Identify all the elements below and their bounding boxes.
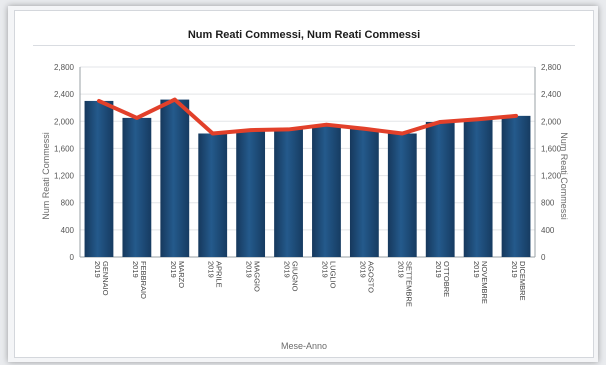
x-tick-label-line: 2019	[131, 261, 140, 278]
y-tick-label-right: 1,200	[541, 172, 562, 181]
x-tick-label-line: 2019	[358, 261, 367, 278]
x-tick-label-line: 2019	[207, 261, 216, 278]
bar	[236, 130, 266, 257]
x-tick-label-line: NOVEMBRE	[480, 261, 489, 304]
bar	[84, 100, 114, 257]
title-divider	[33, 45, 575, 46]
y-tick-label-right: 2,400	[541, 90, 562, 99]
bar	[463, 119, 493, 257]
x-tick-label-line: LUGLIO	[328, 261, 337, 289]
x-tick-label-line: 2019	[169, 261, 178, 278]
x-tick-label-line: GIUGNO	[291, 261, 300, 292]
bar	[501, 115, 531, 257]
line-series	[96, 97, 519, 136]
y-tick-label-right: 2,000	[541, 117, 562, 126]
x-tick-label-line: 2019	[93, 261, 102, 278]
y-tick-label-right: 2,800	[541, 63, 562, 72]
x-tick-label-line: 2019	[434, 261, 443, 278]
x-tick-label-line: 2019	[320, 261, 329, 278]
bar	[160, 99, 190, 257]
x-tick-label-line: 2019	[510, 261, 519, 278]
bar	[198, 133, 228, 257]
y-tick-label-left: 1,200	[54, 172, 75, 181]
x-tick-label-line: 2019	[396, 261, 405, 278]
bar	[274, 129, 303, 257]
x-tick-label-line: AGOSTO	[366, 261, 375, 293]
x-tick-label-line: DICEMBRE	[518, 261, 527, 301]
y-tick-label-right: 400	[541, 226, 555, 235]
y-tick-label-right: 800	[541, 199, 555, 208]
y-tick-label-left: 2,000	[54, 117, 75, 126]
y-tick-label-right: 0	[541, 253, 546, 262]
x-tick-label-line: APRILE	[215, 261, 224, 288]
x-axis-title: Mese-Anno	[280, 341, 328, 351]
x-tick-label-line: 2019	[283, 261, 292, 278]
x-tick-label-line: 2019	[472, 261, 481, 278]
y-tick-label-left: 800	[61, 199, 75, 208]
y-tick-label-left: 1,600	[54, 144, 75, 153]
chart-plot: 0 0 400 400 800 800 1,200 1,200 1,600 1,600 2,000 2…	[54, 63, 562, 307]
chart-frame: Num Reati Commessi, Num Reati Commessi N…	[8, 6, 598, 362]
x-tick-label-line: SETTEMBRE	[404, 261, 413, 307]
y-tick-label-left: 400	[61, 226, 75, 235]
bar	[387, 133, 417, 257]
y-tick-label-left: 2,800	[54, 63, 75, 72]
x-tick-label-line: MARZO	[177, 261, 186, 288]
x-tick-label-line: FEBBRAIO	[139, 261, 148, 299]
bar	[425, 121, 455, 257]
y-tick-label-right: 1,600	[541, 144, 562, 153]
bar	[349, 128, 379, 257]
chart-title: Num Reati Commessi, Num Reati Commessi	[187, 29, 421, 41]
bar	[312, 124, 341, 257]
x-tick-label-line: GENNAIO	[101, 261, 110, 296]
x-tick-label-line: OTTOBRE	[442, 261, 451, 297]
chart-panel: Num Reati Commessi, Num Reati Commessi N…	[14, 10, 594, 358]
bar	[122, 117, 152, 258]
x-tick-label-line: MAGGIO	[253, 261, 262, 292]
y-tick-label-left: 0	[70, 253, 75, 262]
x-tick-label-line: 2019	[245, 261, 254, 278]
y-tick-label-left: 2,400	[54, 90, 75, 99]
